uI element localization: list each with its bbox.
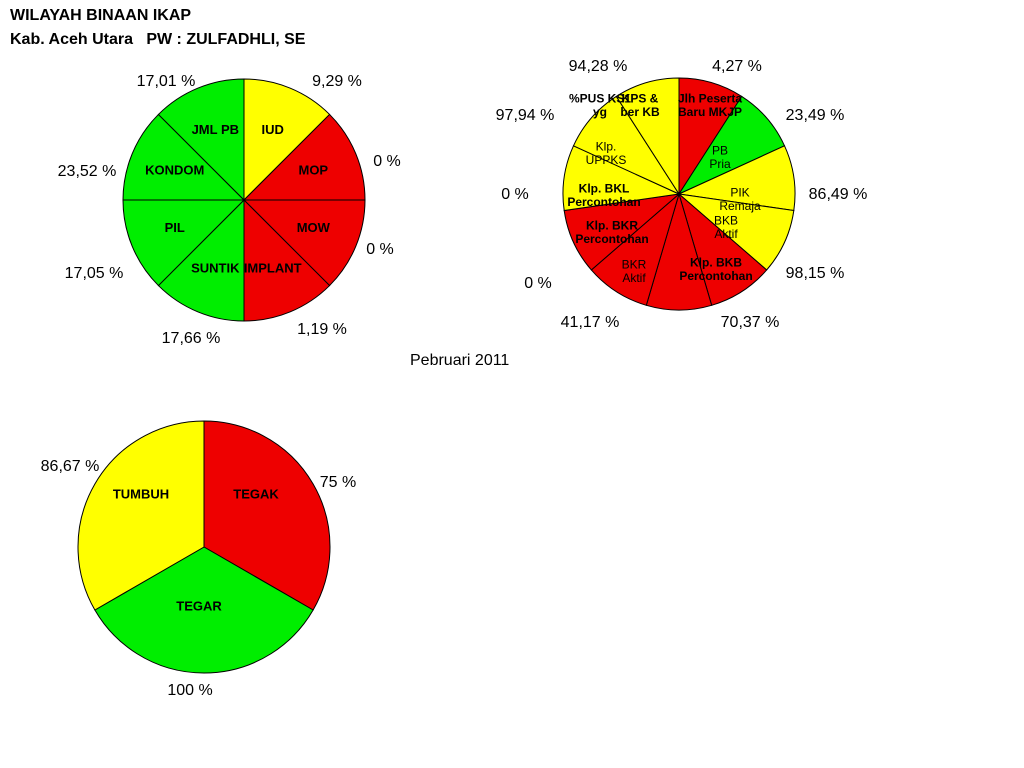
percent-label: 0 %: [501, 186, 529, 203]
period-label: Pebruari 2011: [410, 352, 510, 369]
slice-label: Jlh Peserta Baru MKJP: [678, 92, 742, 120]
slice-mow: [242, 199, 366, 287]
percent-label: 17,66 %: [162, 330, 221, 347]
slice-kondom: [122, 113, 246, 201]
header-title-line2: Kab. Aceh Utara PW : ZULFADHLI, SE: [10, 31, 306, 48]
percent-label: 0 %: [524, 275, 552, 292]
slice-label: Klp. UPPKS: [586, 140, 627, 168]
percent-label: 0 %: [366, 241, 394, 258]
slice-label: PIK Remaja: [719, 186, 761, 214]
slice-suntik: [157, 198, 245, 322]
percent-label: 86,49 %: [809, 186, 868, 203]
slice-kps-ber-kb: [615, 77, 680, 196]
percent-label: 97,94 %: [496, 107, 555, 124]
slice-label: MOP: [298, 163, 328, 178]
slice-label: IMPLANT: [244, 261, 302, 276]
slice-label: JML PB: [192, 122, 239, 137]
slice-label: Klp. BKB Percontohan: [679, 256, 752, 284]
slice-label: BKR Aktif: [622, 258, 647, 286]
percent-label: 94,28 %: [569, 58, 628, 75]
percent-label: 17,05 %: [65, 265, 124, 282]
percent-label: 23,49 %: [786, 107, 845, 124]
pie-chart-tahapan: TEGAK TEGAR TUMBUH 75 % 100 % 86,67 %: [41, 420, 356, 699]
percent-label: 17,01 %: [137, 73, 196, 90]
slice-pil: [122, 199, 246, 287]
slice-label: KONDOM: [145, 163, 204, 178]
percent-label: 0 %: [373, 153, 401, 170]
percent-label: 23,52 %: [58, 163, 117, 180]
percent-label: 4,27 %: [712, 58, 762, 75]
slice-label: BKB Aktif: [714, 214, 738, 242]
slice-implant: [243, 198, 331, 322]
slice-label: Klp. BKR Percontohan: [575, 219, 648, 247]
percent-label: 41,17 %: [561, 314, 620, 331]
slice-label: PIL: [165, 220, 185, 235]
slice-label: MOW: [297, 220, 331, 235]
percent-label: 9,29 %: [312, 73, 362, 90]
percent-label: 70,37 %: [721, 314, 780, 331]
slice-mop: [242, 113, 366, 201]
slice-label: SUNTIK: [191, 261, 240, 276]
slice-jml-pb: [157, 78, 245, 202]
slice-label: TEGAK: [233, 486, 279, 501]
slice-label: KPS & ber KB: [620, 92, 660, 120]
percent-label: 75 %: [320, 474, 356, 491]
slice-label: TUMBUH: [113, 486, 169, 501]
slice-label: PB Pria: [709, 144, 731, 172]
slice-iud: [243, 78, 331, 202]
slice-tegak: [203, 420, 331, 611]
pie-chart-kontrasepsi: IUD MOP MOW IMPLANT SUNTIK PIL KONDOM JML PB 9,2…: [58, 73, 401, 347]
slice-label: %PUS KS1 yg: [569, 92, 631, 120]
header-title-line1: WILAYAH BINAAN IKAP: [10, 7, 192, 24]
slice-tumbuh: [77, 420, 205, 611]
percent-label: 98,15 %: [786, 265, 845, 282]
percent-label: 100 %: [167, 682, 212, 699]
slice-tegar: [94, 546, 314, 674]
slice-label: TEGAR: [176, 598, 222, 613]
slice-label: Klp. BKL Percontohan: [567, 182, 640, 210]
percent-label: 1,19 %: [297, 321, 347, 338]
percent-label: 86,67 %: [41, 458, 100, 475]
slice-label: IUD: [262, 122, 284, 137]
